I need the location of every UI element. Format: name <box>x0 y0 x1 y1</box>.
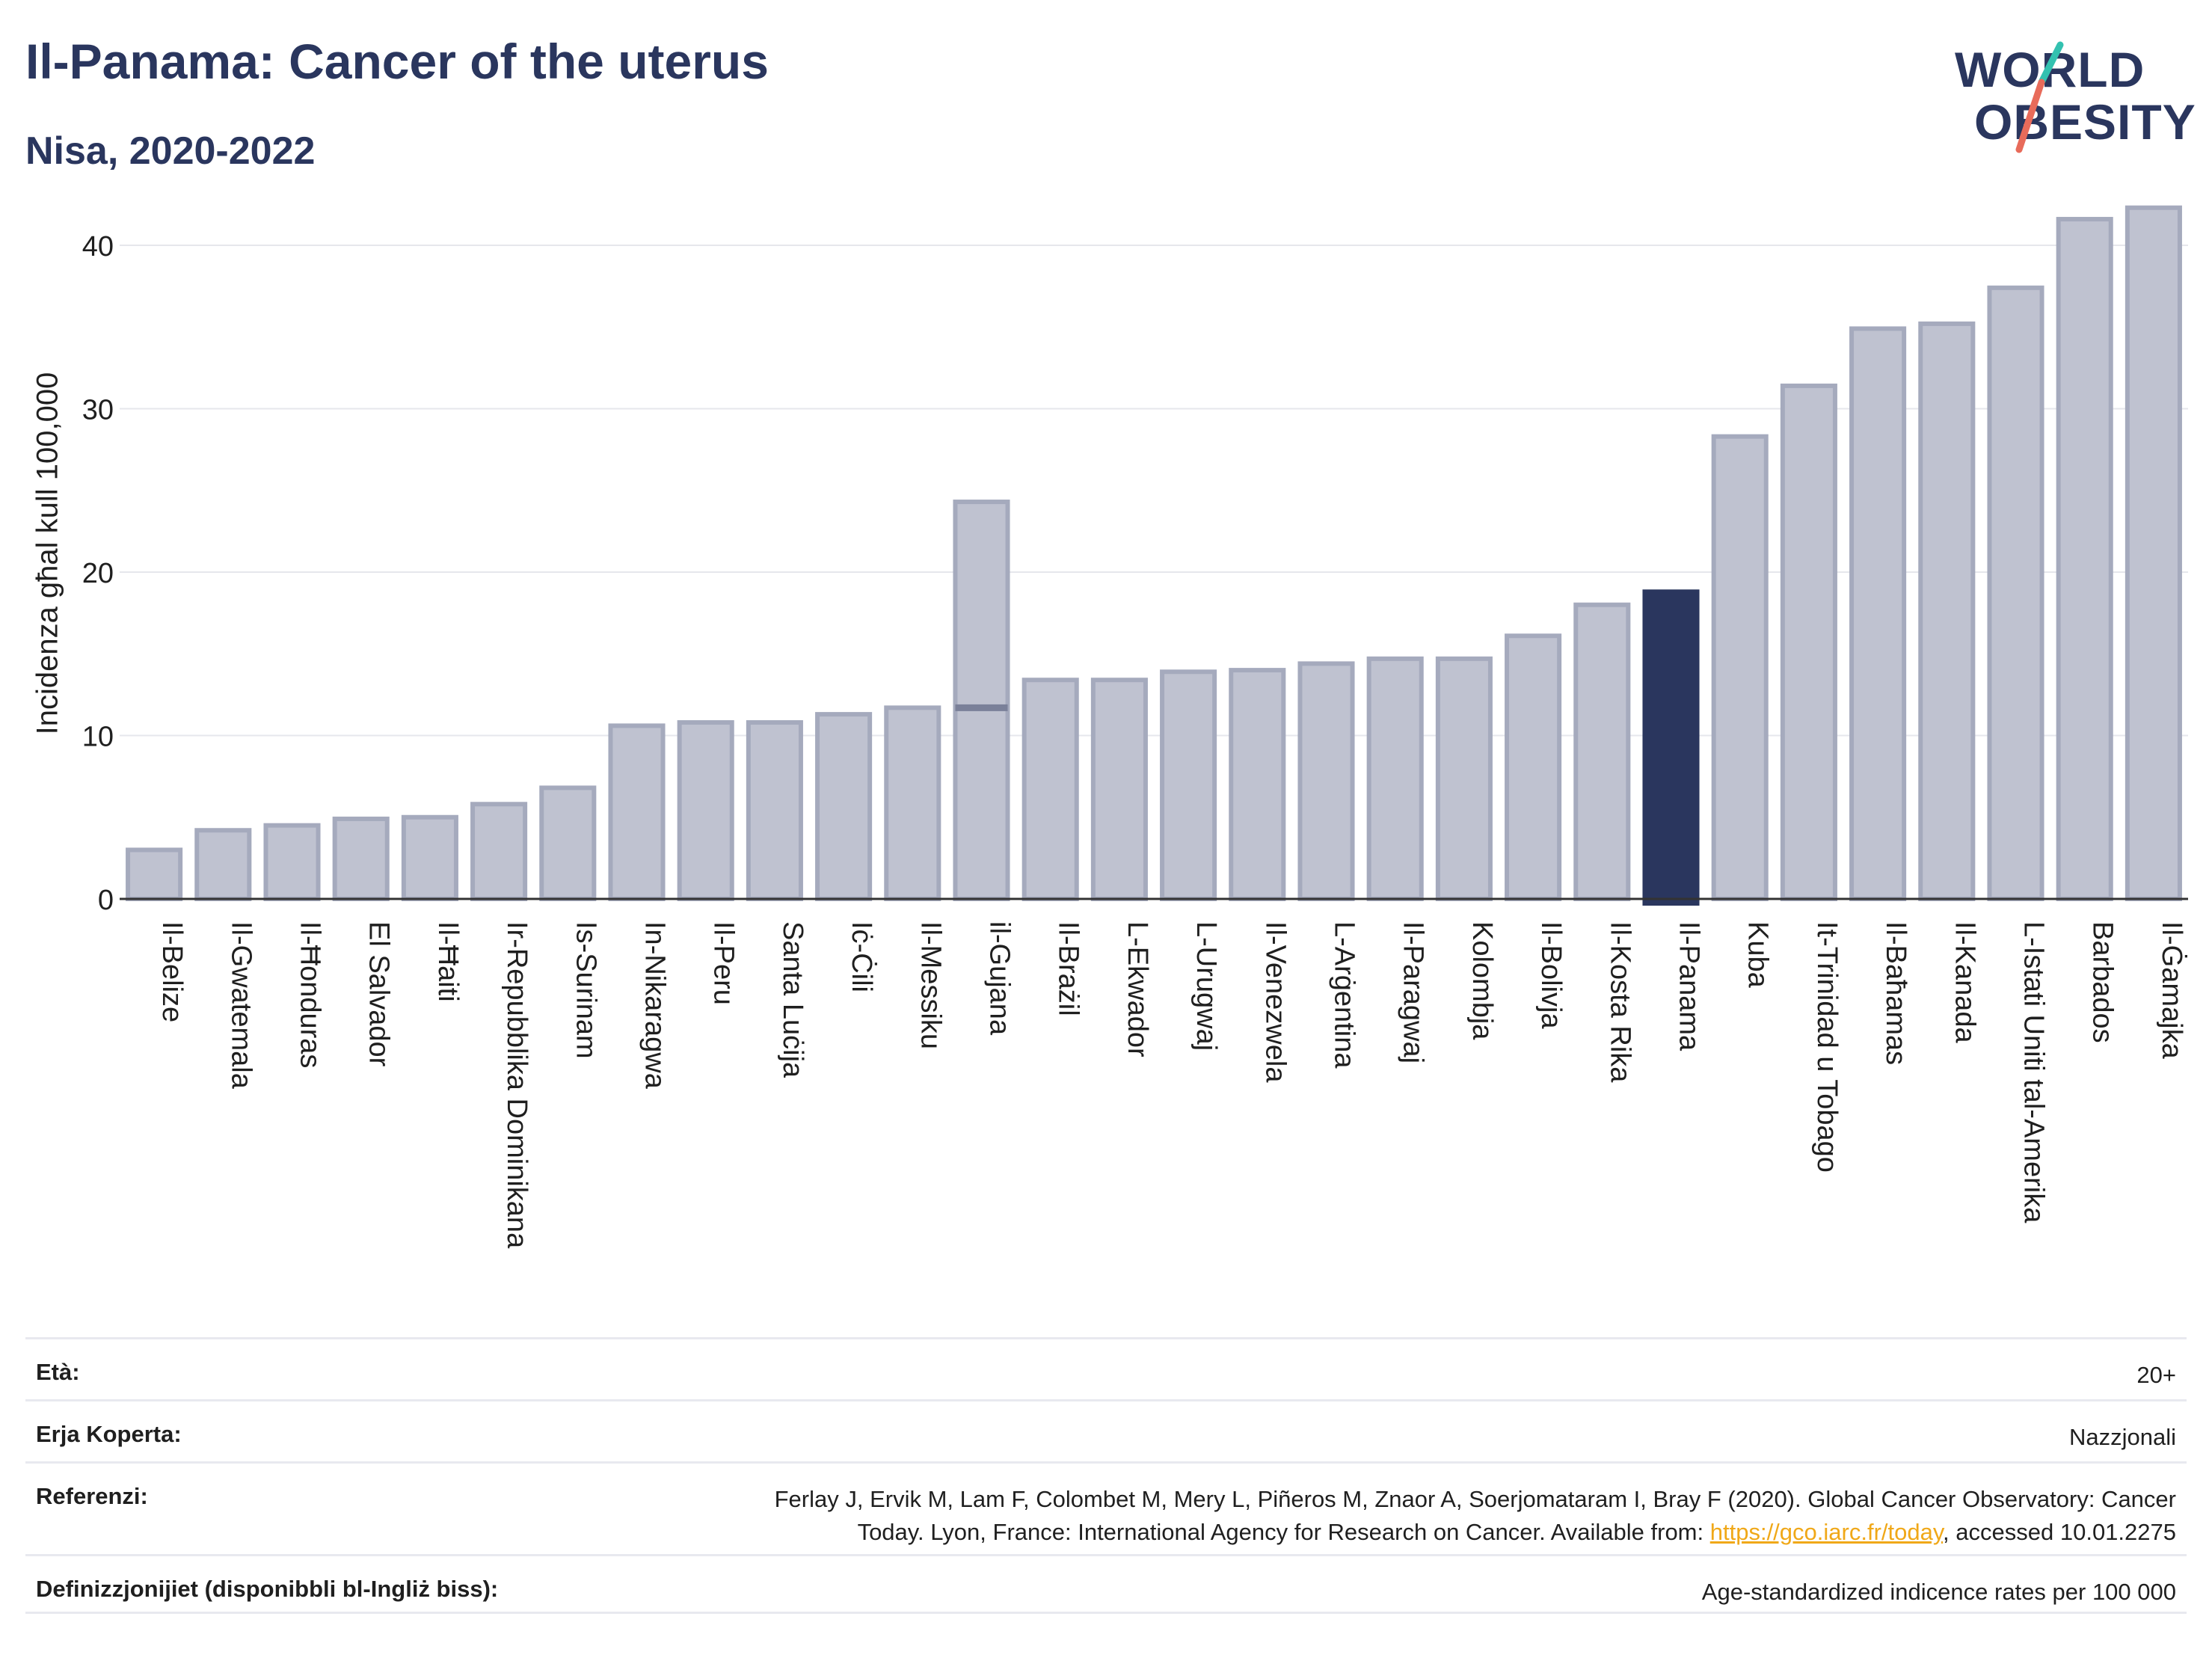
x-tick-label: Il-Kanada <box>1949 921 1980 1044</box>
info-row-references: Referenzi: Ferlay J, Ervik M, Lam F, Col… <box>25 1461 2187 1554</box>
bar-27 <box>1987 285 2044 901</box>
x-tick-label: Kolombja <box>1466 921 1498 1040</box>
x-tick-label: Il-Baħamas <box>1880 921 1911 1065</box>
info-value-references: Ferlay J, Ervik M, Lam F, Colombet M, Me… <box>775 1483 2176 1549</box>
bar-20 <box>1505 633 1562 902</box>
bar-22 <box>1642 589 1700 906</box>
x-tick-label: Il-Gwatemala <box>225 921 256 1090</box>
x-axis-labels: Il-Belize Il-Gwatemala Il-Ħonduras El Salva… <box>156 921 2189 1249</box>
x-tick-label: Il-Kosta Rika <box>1604 921 1635 1083</box>
x-tick-label: Il-Messiku <box>915 921 946 1049</box>
x-tick-label: Santa Luċija <box>777 921 808 1078</box>
x-tick-label: It-Trinidad u Tobago <box>1811 921 1843 1173</box>
y-tick-label: 30 <box>82 395 114 426</box>
bar-12 <box>953 500 1010 901</box>
bar-14 <box>1090 678 1148 902</box>
x-tick-label: L-Urugwaj <box>1191 921 1222 1051</box>
x-tick-label: L-Ekwador <box>1122 921 1153 1057</box>
y-tick-label: 10 <box>82 722 114 753</box>
bar-6 <box>539 785 597 902</box>
bar-26 <box>1918 321 1976 901</box>
bar-18 <box>1366 656 1424 901</box>
x-tick-label: Il-Ġamajka <box>2156 921 2189 1060</box>
bar-13 <box>1021 678 1079 902</box>
info-row-definitions: Definizzjonijiet (disponibbli bl-Ingliż … <box>25 1554 2187 1614</box>
x-tick-label: Is-Surinam <box>570 921 601 1059</box>
chart-title: Il-Panama: Cancer of the uterus <box>25 34 769 89</box>
bar-4 <box>401 814 458 901</box>
info-label-age: Età: <box>36 1359 80 1385</box>
logo-text-obesity: OBESITY <box>1974 94 2196 150</box>
bar-8 <box>677 720 734 902</box>
y-tick-label: 0 <box>98 885 114 916</box>
info-label-references: Referenzi: <box>36 1483 148 1509</box>
grid-lines <box>120 245 2188 737</box>
info-label-definitions: Definizzjonijiet (disponibbli bl-Ingliż … <box>36 1576 499 1602</box>
x-tick-label: il-Gujana <box>984 921 1016 1036</box>
x-tick-label: Il-Paragwaj <box>1398 921 1429 1063</box>
bar-28 <box>2056 217 2113 902</box>
reference-line-1: Ferlay J, Ervik M, Lam F, Colombet M, Me… <box>774 1486 2176 1512</box>
bar-5 <box>470 802 528 902</box>
x-tick-label: Ir-Repubblika Dominikana <box>501 921 532 1249</box>
info-table: Età: 20+ Erja Koperta: Nazzjonali Refere… <box>25 1337 2187 1614</box>
bar-21 <box>1573 602 1631 901</box>
x-tick-label: Il-Ħaiti <box>432 921 464 1002</box>
bar-11 <box>884 705 941 901</box>
y-tick-label: 40 <box>82 231 114 262</box>
bar-25 <box>1849 326 1907 901</box>
bar-19 <box>1435 656 1493 901</box>
logo-slash-icon <box>2015 41 2064 153</box>
y-axis-title: Incidenza għal kull 100,000 <box>31 372 64 735</box>
y-axis-ticks: 0 10 20 30 40 <box>82 231 114 916</box>
bar-16 <box>1229 668 1286 901</box>
bar-29 <box>2125 205 2182 901</box>
x-tick-label: El Salvador <box>363 921 395 1067</box>
info-label-coverage: Erja Koperta: <box>36 1421 182 1447</box>
reference-line-2: Today. Lyon, France: International Agenc… <box>857 1519 1710 1545</box>
bar-7 <box>608 723 666 902</box>
x-tick-label: Il-Belize <box>156 921 188 1022</box>
world-obesity-logo: WORLD OBESITY <box>1952 22 2199 165</box>
x-tick-label: Kuba <box>1742 921 1774 989</box>
x-tick-label: Il-Ħonduras <box>295 921 326 1068</box>
y-tick-label: 20 <box>82 558 114 589</box>
x-tick-label: L-Arġentina <box>1329 921 1360 1069</box>
x-tick-label: Iċ-Ċili <box>846 921 879 992</box>
x-tick-label: L-Istati Uniti tal-Amerika <box>2018 921 2050 1223</box>
bars <box>120 205 2188 906</box>
chart-subtitle: Nisa, 2020-2022 <box>25 129 316 173</box>
x-tick-label: Il-Venezwela <box>1259 921 1291 1083</box>
bar-1 <box>194 828 252 901</box>
x-tick-label: Il-Peru <box>708 921 740 1005</box>
bar-23 <box>1711 434 1769 901</box>
x-tick-label: Il-Brażil <box>1053 921 1084 1016</box>
x-tick-label: Il-Panama <box>1674 921 1705 1051</box>
bar-3 <box>332 816 390 902</box>
info-value-age: 20+ <box>2136 1362 2176 1388</box>
reference-line-2-end: , accessed 10.01.2275 <box>1943 1519 2176 1545</box>
bar-9 <box>746 720 803 902</box>
x-tick-label: Il-Bolivja <box>1535 921 1567 1029</box>
info-row-coverage: Erja Koperta: Nazzjonali <box>25 1399 2187 1461</box>
info-value-coverage: Nazzjonali <box>2068 1424 2176 1450</box>
bar-0 <box>126 847 183 901</box>
x-tick-label: In-Nikaragwa <box>639 921 671 1090</box>
bar-10 <box>815 712 873 901</box>
bar-15 <box>1160 669 1217 901</box>
bar-2 <box>263 823 321 902</box>
bar-chart: 0 10 20 30 40 Il-Belize Il-Gwatemala Il-Ħondur… <box>82 205 2189 1249</box>
bar-24 <box>1780 383 1837 901</box>
bar-17 <box>1297 661 1355 901</box>
info-row-age: Età: 20+ <box>25 1337 2187 1399</box>
x-tick-label: Barbados <box>2087 921 2119 1043</box>
reference-link[interactable]: https://gco.iarc.fr/today <box>1709 1519 1944 1545</box>
info-value-definitions: Age-standardized indicence rates per 100… <box>1701 1579 2176 1605</box>
